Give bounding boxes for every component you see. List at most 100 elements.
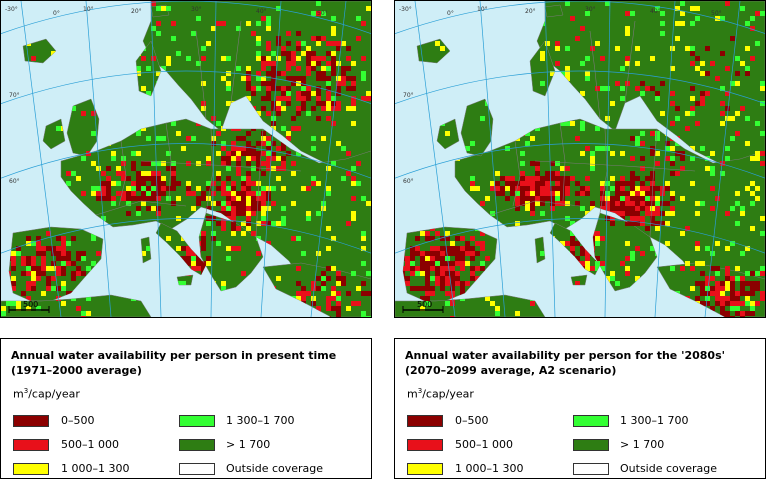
grid-cell: [111, 131, 116, 136]
grid-cell: [231, 156, 236, 161]
grid-cell: [256, 76, 261, 81]
grid-cell: [251, 181, 256, 186]
grid-cell: [670, 206, 675, 211]
country-border: [118, 140, 127, 207]
grid-cell: [700, 291, 705, 296]
grid-cell: [266, 241, 271, 246]
grid-cell: [261, 206, 266, 211]
graticule-label: 40°: [256, 8, 267, 15]
grid-cell: [301, 101, 306, 106]
grid-cell: [565, 311, 570, 316]
grid-cell: [480, 246, 485, 251]
grid-cell: [630, 186, 635, 191]
grid-cell: [286, 51, 291, 56]
grid-cell: [720, 101, 725, 106]
grid-cell: [450, 146, 455, 151]
grid-cell: [311, 146, 316, 151]
grid-cell: [450, 246, 455, 251]
grid-cell: [430, 246, 435, 251]
grid-cell: [680, 156, 685, 161]
grid-cell: [161, 191, 166, 196]
grid-cell: [745, 71, 750, 76]
grid-cell: [645, 206, 650, 211]
grid-cell: [690, 111, 695, 116]
grid-cell: [231, 206, 236, 211]
grid-cell: [630, 221, 635, 226]
grid-cell: [326, 106, 331, 111]
grid-cell: [440, 121, 445, 126]
grid-cell: [231, 246, 236, 251]
grid-cell: [565, 191, 570, 196]
grid-cell: [475, 241, 480, 246]
grid-cell: [341, 276, 346, 281]
grid-cell: [475, 266, 480, 271]
grid-cell: [745, 21, 750, 26]
grid-cell: [271, 166, 276, 171]
grid-cell: [515, 201, 520, 206]
grid-cell: [530, 176, 535, 181]
grid-cell: [420, 231, 425, 236]
grid-cell: [715, 281, 720, 286]
grid-cell: [361, 316, 366, 317]
graticule-parallel: [395, 143, 765, 179]
grid-cell: [141, 251, 146, 256]
grid-cell: [555, 286, 560, 291]
grid-cell: [21, 291, 26, 296]
grid-cell: [356, 161, 361, 166]
grid-cell: [560, 186, 565, 191]
grid-cell: [336, 306, 341, 311]
grid-cell: [286, 96, 291, 101]
grid-cell: [311, 296, 316, 301]
grid-cell: [545, 176, 550, 181]
grid-cell: [690, 181, 695, 186]
grid-cell: [435, 256, 440, 261]
grid-cell: [301, 306, 306, 311]
grid-cell: [236, 316, 241, 317]
grid-cell: [670, 121, 675, 126]
grid-cell: [400, 281, 405, 286]
grid-cell: [316, 36, 321, 41]
grid-cell: [545, 196, 550, 201]
grid-cell: [166, 56, 171, 61]
grid-cell: [605, 206, 610, 211]
grid-cell: [610, 276, 615, 281]
grid-cell: [460, 51, 465, 56]
grid-cell: [470, 271, 475, 276]
grid-cell: [760, 151, 765, 156]
grid-cell: [445, 96, 450, 101]
grid-cell: [336, 61, 341, 66]
grid-cell: [331, 26, 336, 31]
grid-cell: [211, 216, 216, 221]
grid-cell: [146, 176, 151, 181]
grid-cell: [261, 216, 266, 221]
grid-cell: [620, 151, 625, 156]
grid-cell: [530, 161, 535, 166]
grid-cell: [91, 161, 96, 166]
grid-cell: [445, 231, 450, 236]
grid-cell: [430, 236, 435, 241]
grid-cell: [151, 196, 156, 201]
grid-cell: [31, 26, 36, 31]
grid-cell: [131, 251, 136, 256]
grid-cell: [66, 251, 71, 256]
grid-cell: [575, 136, 580, 141]
graticule: -30°0°10° 20° 30° 40° 50°60°70°: [395, 1, 765, 317]
grid-cell: [76, 46, 81, 51]
grid-cell: [755, 186, 760, 191]
grid-cell: [186, 251, 191, 256]
grid-cell: [296, 106, 301, 111]
grid-cell: [331, 106, 336, 111]
grid-cell: [630, 286, 635, 291]
grid-cell: [136, 196, 141, 201]
grid-cell: [231, 126, 236, 131]
grid-cell: [730, 81, 735, 86]
grid-cell: [131, 161, 136, 166]
grid-cell: [256, 206, 261, 211]
grid-cell: [490, 101, 495, 106]
grid-cell: [490, 211, 495, 216]
grid-cell: [246, 226, 251, 231]
grid-cell: [51, 176, 56, 181]
grid-cell: [246, 121, 251, 126]
graticule-meridian: [150, 1, 162, 317]
grid-cell: [301, 96, 306, 101]
